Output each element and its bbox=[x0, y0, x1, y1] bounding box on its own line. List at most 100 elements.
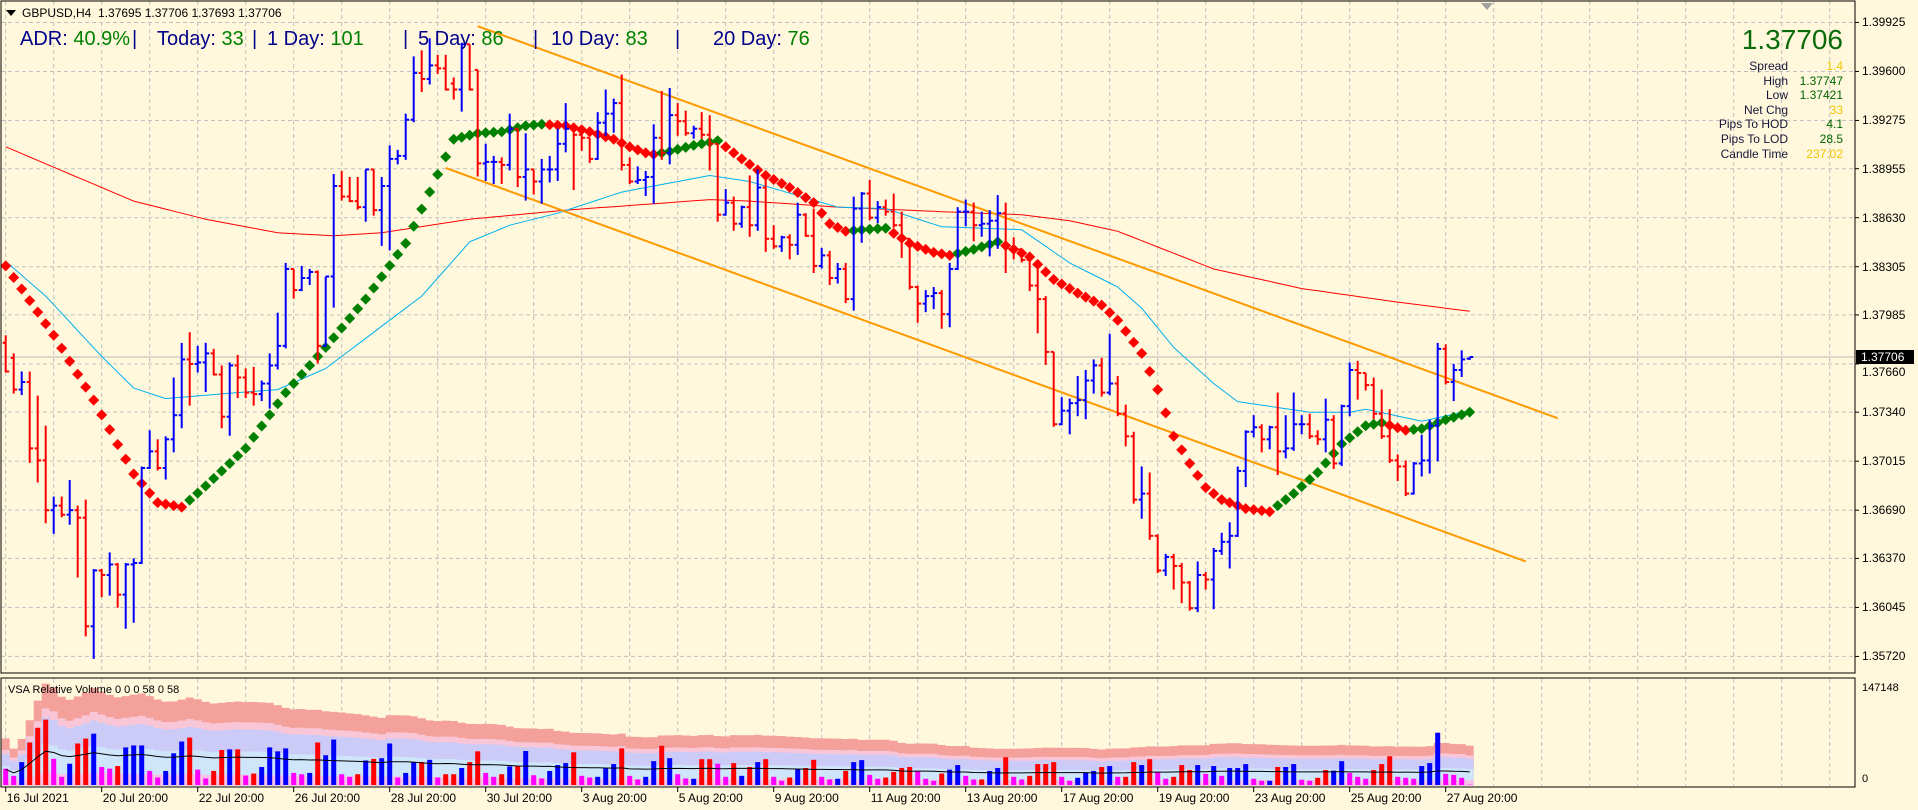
ohlc-bar[interactable] bbox=[234, 354, 242, 399]
ohlc-bar[interactable] bbox=[274, 312, 282, 370]
ohlc-bar[interactable] bbox=[786, 234, 794, 260]
volume-bar[interactable] bbox=[195, 769, 201, 785]
ohlc-bar[interactable] bbox=[1122, 404, 1130, 447]
volume-bar[interactable] bbox=[1387, 756, 1393, 785]
ohlc-bar[interactable] bbox=[602, 89, 610, 136]
ohlc-bar[interactable] bbox=[1010, 237, 1018, 260]
volume-bar[interactable] bbox=[1371, 769, 1377, 785]
volume-bar[interactable] bbox=[331, 739, 337, 785]
volume-bar[interactable] bbox=[523, 751, 529, 785]
ohlc-bar[interactable] bbox=[1106, 333, 1114, 396]
volume-bar[interactable] bbox=[1139, 765, 1145, 785]
ohlc-bar[interactable] bbox=[1058, 397, 1066, 426]
volume-bar[interactable] bbox=[1355, 776, 1361, 785]
volume-bar[interactable] bbox=[1331, 770, 1337, 785]
volume-bar[interactable] bbox=[995, 768, 1001, 785]
volume-bar[interactable] bbox=[19, 762, 25, 785]
volume-bar[interactable] bbox=[283, 748, 289, 785]
channel-lower-line[interactable] bbox=[445, 166, 1527, 563]
ohlc-bar[interactable] bbox=[1210, 547, 1218, 610]
ohlc-bar[interactable] bbox=[170, 377, 178, 453]
ohlc-bar[interactable] bbox=[1394, 454, 1402, 482]
ohlc-bar[interactable] bbox=[706, 115, 714, 171]
volume-bar[interactable] bbox=[971, 779, 977, 785]
ohlc-bar[interactable] bbox=[754, 169, 762, 231]
ohlc-bar[interactable] bbox=[90, 568, 98, 659]
volume-bar[interactable] bbox=[147, 770, 153, 785]
volume-bar[interactable] bbox=[1051, 762, 1057, 785]
ohlc-bar[interactable] bbox=[490, 155, 498, 185]
ohlc-bar[interactable] bbox=[586, 136, 594, 163]
ohlc-bar[interactable] bbox=[978, 211, 986, 237]
volume-bar[interactable] bbox=[779, 780, 785, 785]
ohlc-bar[interactable] bbox=[546, 155, 554, 183]
ohlc-bar[interactable] bbox=[146, 430, 154, 469]
volume-bar[interactable] bbox=[811, 759, 817, 785]
ohlc-bar[interactable] bbox=[1154, 534, 1162, 573]
ohlc-bar[interactable] bbox=[554, 128, 562, 181]
ohlc-bar[interactable] bbox=[938, 290, 946, 329]
volume-bar[interactable] bbox=[483, 772, 489, 785]
volume-bar[interactable] bbox=[1163, 778, 1169, 785]
volume-bar[interactable] bbox=[1243, 764, 1249, 785]
ohlc-bar[interactable] bbox=[498, 157, 506, 185]
volume-bar[interactable] bbox=[75, 743, 81, 785]
ohlc-bar[interactable] bbox=[514, 127, 522, 188]
volume-bar[interactable] bbox=[1059, 776, 1065, 785]
volume-bar[interactable] bbox=[371, 758, 377, 785]
volume-bar[interactable] bbox=[563, 763, 569, 785]
ohlc-bar[interactable] bbox=[474, 68, 482, 177]
ohlc-bar[interactable] bbox=[770, 225, 778, 249]
ohlc-bar[interactable] bbox=[82, 499, 90, 637]
volume-bar[interactable] bbox=[171, 753, 177, 785]
ohlc-bar[interactable] bbox=[66, 480, 74, 525]
volume-bar[interactable] bbox=[947, 769, 953, 785]
volume-bar[interactable] bbox=[1179, 765, 1185, 785]
ohlc-bar[interactable] bbox=[194, 345, 202, 373]
ohlc-bar[interactable] bbox=[298, 265, 306, 292]
volume-bar[interactable] bbox=[11, 775, 17, 785]
ohlc-bar[interactable] bbox=[58, 496, 66, 518]
chart-shift-marker-icon[interactable] bbox=[1481, 3, 1493, 10]
volume-bar[interactable] bbox=[131, 745, 137, 785]
volume-bar[interactable] bbox=[1259, 780, 1265, 785]
volume-bar[interactable] bbox=[851, 762, 857, 785]
volume-bar[interactable] bbox=[1195, 765, 1201, 785]
volume-bar[interactable] bbox=[579, 775, 585, 785]
ohlc-bar[interactable] bbox=[778, 235, 786, 252]
ohlc-bar[interactable] bbox=[1082, 369, 1090, 420]
ohlc-bar[interactable] bbox=[642, 170, 650, 197]
volume-bar[interactable] bbox=[307, 772, 313, 785]
volume-bar[interactable] bbox=[987, 770, 993, 785]
volume-bar[interactable] bbox=[731, 763, 737, 785]
volume-bar[interactable] bbox=[83, 738, 89, 785]
ohlc-bar[interactable] bbox=[986, 210, 994, 257]
volume-bar[interactable] bbox=[1035, 764, 1041, 785]
dropdown-triangle-icon[interactable] bbox=[6, 10, 16, 16]
ohlc-bar[interactable] bbox=[1202, 571, 1210, 590]
ohlc-bar[interactable] bbox=[34, 395, 42, 483]
volume-bar[interactable] bbox=[363, 760, 369, 785]
ohlc-bar[interactable] bbox=[762, 176, 770, 252]
ohlc-bar[interactable] bbox=[1114, 375, 1122, 417]
volume-bar[interactable] bbox=[339, 774, 345, 785]
volume-bar[interactable] bbox=[507, 766, 513, 785]
ohlc-bar[interactable] bbox=[506, 113, 514, 171]
volume-bar[interactable] bbox=[499, 774, 505, 785]
volume-bar[interactable] bbox=[323, 755, 329, 785]
volume-bar[interactable] bbox=[1347, 772, 1353, 785]
ohlc-bar[interactable] bbox=[1162, 553, 1170, 577]
volume-bar[interactable] bbox=[1043, 764, 1049, 785]
volume-bar[interactable] bbox=[179, 741, 185, 785]
ohlc-bar[interactable] bbox=[314, 270, 322, 364]
volume-bar[interactable] bbox=[771, 776, 777, 785]
volume-bar[interactable] bbox=[67, 763, 73, 785]
volume-bar[interactable] bbox=[707, 759, 713, 785]
volume-bar[interactable] bbox=[1315, 777, 1321, 785]
volume-bar[interactable] bbox=[1275, 767, 1281, 785]
volume-bar[interactable] bbox=[491, 776, 497, 785]
ohlc-bar[interactable] bbox=[522, 133, 530, 201]
volume-bar[interactable] bbox=[1123, 776, 1129, 785]
ohlc-bar[interactable] bbox=[1338, 404, 1346, 466]
